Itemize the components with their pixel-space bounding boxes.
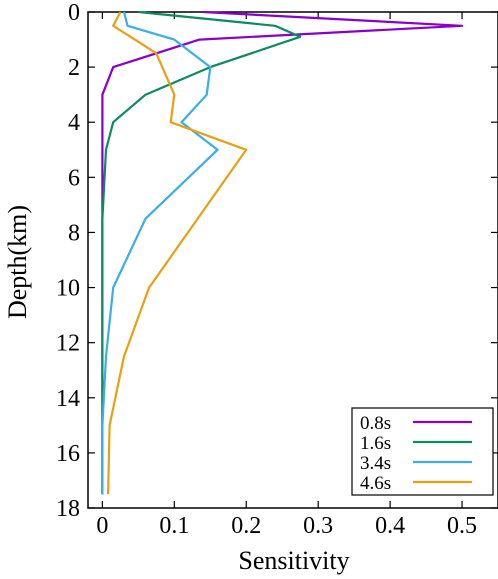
y-tick-label: 16 xyxy=(56,441,80,467)
y-tick-label: 14 xyxy=(56,386,80,412)
legend-label: 1.6s xyxy=(360,433,391,454)
legend-label: 3.4s xyxy=(360,453,391,474)
x-tick-label: 0.1 xyxy=(159,513,189,539)
y-tick-label: 2 xyxy=(68,55,80,81)
y-tick-label: 8 xyxy=(68,220,80,246)
plot-frame xyxy=(87,11,498,509)
x-tick-label: 0 xyxy=(96,513,108,539)
legend: 0.8s1.6s3.4s4.6s xyxy=(351,407,494,496)
x-tick-label: 0.3 xyxy=(303,513,333,539)
series-line-4.6s xyxy=(107,11,248,495)
x-axis-label: Sensitivity xyxy=(238,546,349,575)
y-tick-label: 10 xyxy=(56,276,80,302)
series-line-1.6s xyxy=(101,10,302,495)
legend-label: 4.6s xyxy=(360,473,391,494)
series-line-3.4s xyxy=(101,11,219,495)
y-tick-label: 0 xyxy=(68,0,80,26)
y-axis-label: Depth(km) xyxy=(3,205,32,319)
x-tick-label: 0.5 xyxy=(447,513,477,539)
axis-ticks: 0 0.1 0.2 0.3 0.4 0.5 0 2 4 6 8 10 12 14 16 18 xyxy=(56,0,498,539)
y-tick-label: 4 xyxy=(68,110,80,136)
y-tick-label: 6 xyxy=(68,165,80,191)
x-tick-label: 0.4 xyxy=(375,513,405,539)
y-tick-label: 18 xyxy=(56,496,80,522)
legend-label: 0.8s xyxy=(360,413,391,434)
x-tick-label: 0.2 xyxy=(231,513,261,539)
series-layer xyxy=(101,10,464,495)
y-tick-label: 12 xyxy=(56,331,80,357)
